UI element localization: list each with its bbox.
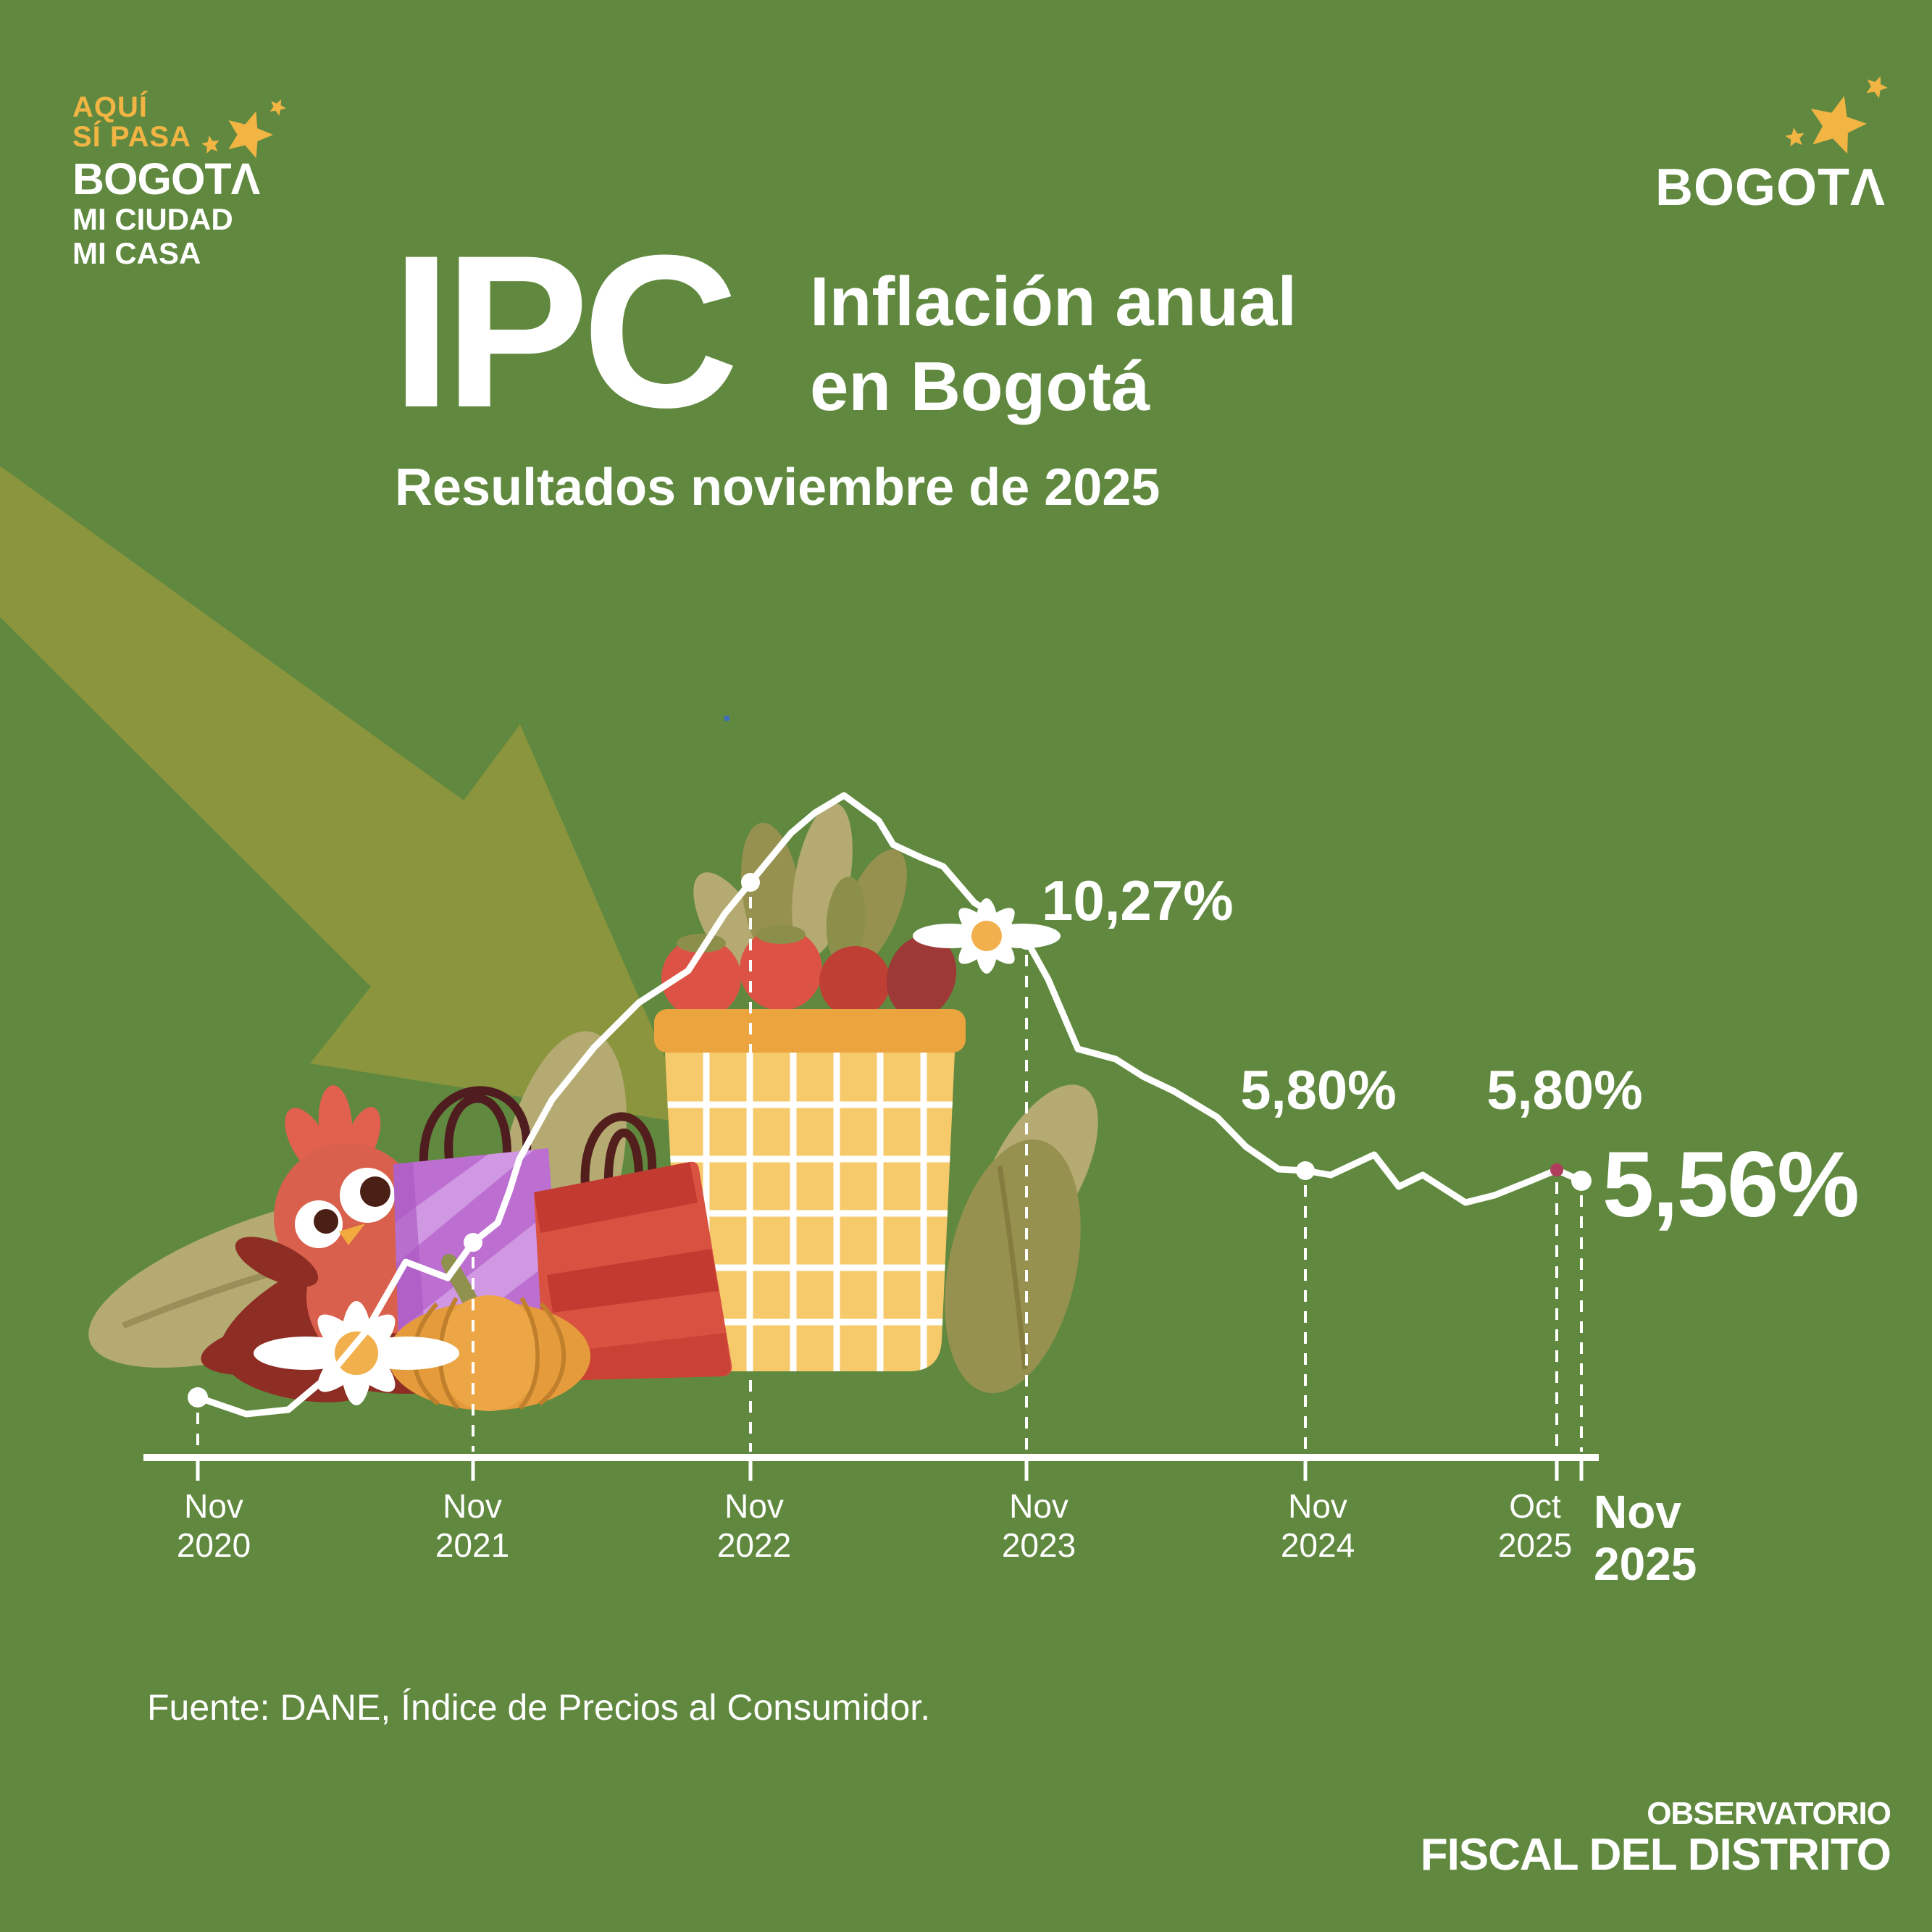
tick-nov2020: Nov 2020 <box>176 1487 251 1565</box>
tick-nov2024: Nov 2024 <box>1280 1487 1355 1565</box>
tick-nov2021: Nov 2021 <box>435 1487 510 1565</box>
downward-trend-arrow-icon <box>0 466 694 1124</box>
tick-nov2025: Nov 2025 <box>1594 1486 1697 1590</box>
badge-stars-icon <box>200 96 289 162</box>
line-chart <box>143 792 1599 1481</box>
pumpkin-icon <box>388 1254 590 1411</box>
daisy-big-icon <box>254 1301 459 1405</box>
annotation-oct2025: 5,80% <box>1486 1060 1643 1121</box>
observatory-logo: OBSERVATORIO FISCAL DEL DISTRITO <box>1421 1798 1891 1878</box>
results-caption: Resultados noviembre de 2025 <box>395 459 1161 517</box>
data-point-marker <box>464 1233 482 1252</box>
annotation-nov2024: 5,80% <box>1240 1060 1397 1121</box>
autumn-groceries-illustration <box>88 716 1098 1411</box>
tick-oct2025: Oct 2025 <box>1497 1487 1573 1565</box>
observatory-line2: FISCAL DEL DISTRITO <box>1420 1830 1891 1880</box>
page-title: IPC <box>391 209 739 453</box>
blue-pixel-artifact <box>724 716 729 721</box>
inflation-line-series <box>194 792 1585 1418</box>
badge-line-miciudad: MI CIUDAD <box>72 201 233 236</box>
campaign-badge: AQUÍ SÍ PASA BOGOTΛ MI CIUDAD MI CASA <box>72 91 260 270</box>
data-point-marker <box>188 1387 208 1408</box>
annotation-nov2025: 5,56% <box>1602 1133 1860 1237</box>
badge-line-bogota: BOGOTΛ <box>72 154 260 204</box>
subtitle-line1: Inflación anual <box>810 263 1297 340</box>
bogota-logo: BOGOTΛ <box>1655 159 1886 217</box>
observatory-line1: OBSERVATORIO <box>1647 1796 1891 1831</box>
subtitle-line2: en Bogotá <box>810 348 1150 426</box>
source-note: Fuente: DANE, Índice de Precios al Consu… <box>147 1687 931 1728</box>
data-point-marker <box>1550 1163 1563 1176</box>
bogota-logo-stars-icon <box>1783 72 1891 157</box>
badge-line-micasa: MI CASA <box>72 235 201 270</box>
tick-nov2023: Nov 2023 <box>1001 1487 1076 1565</box>
page-subtitle: Inflación anual en Bogotá <box>810 259 1297 429</box>
data-point-marker <box>1017 931 1036 950</box>
badge-line-aqui: AQUÍ <box>72 91 148 123</box>
data-point-marker <box>1571 1171 1592 1191</box>
red-bag-icon <box>534 1112 732 1381</box>
leaf-right-of-basket <box>945 1084 1098 1394</box>
tick-nov2022: Nov 2022 <box>716 1487 792 1565</box>
data-point-marker <box>741 873 760 892</box>
annotation-nov2023: 10,27% <box>1042 869 1234 932</box>
data-point-marker <box>1296 1161 1315 1180</box>
badge-line-sipasa: SÍ PASA <box>72 120 192 153</box>
